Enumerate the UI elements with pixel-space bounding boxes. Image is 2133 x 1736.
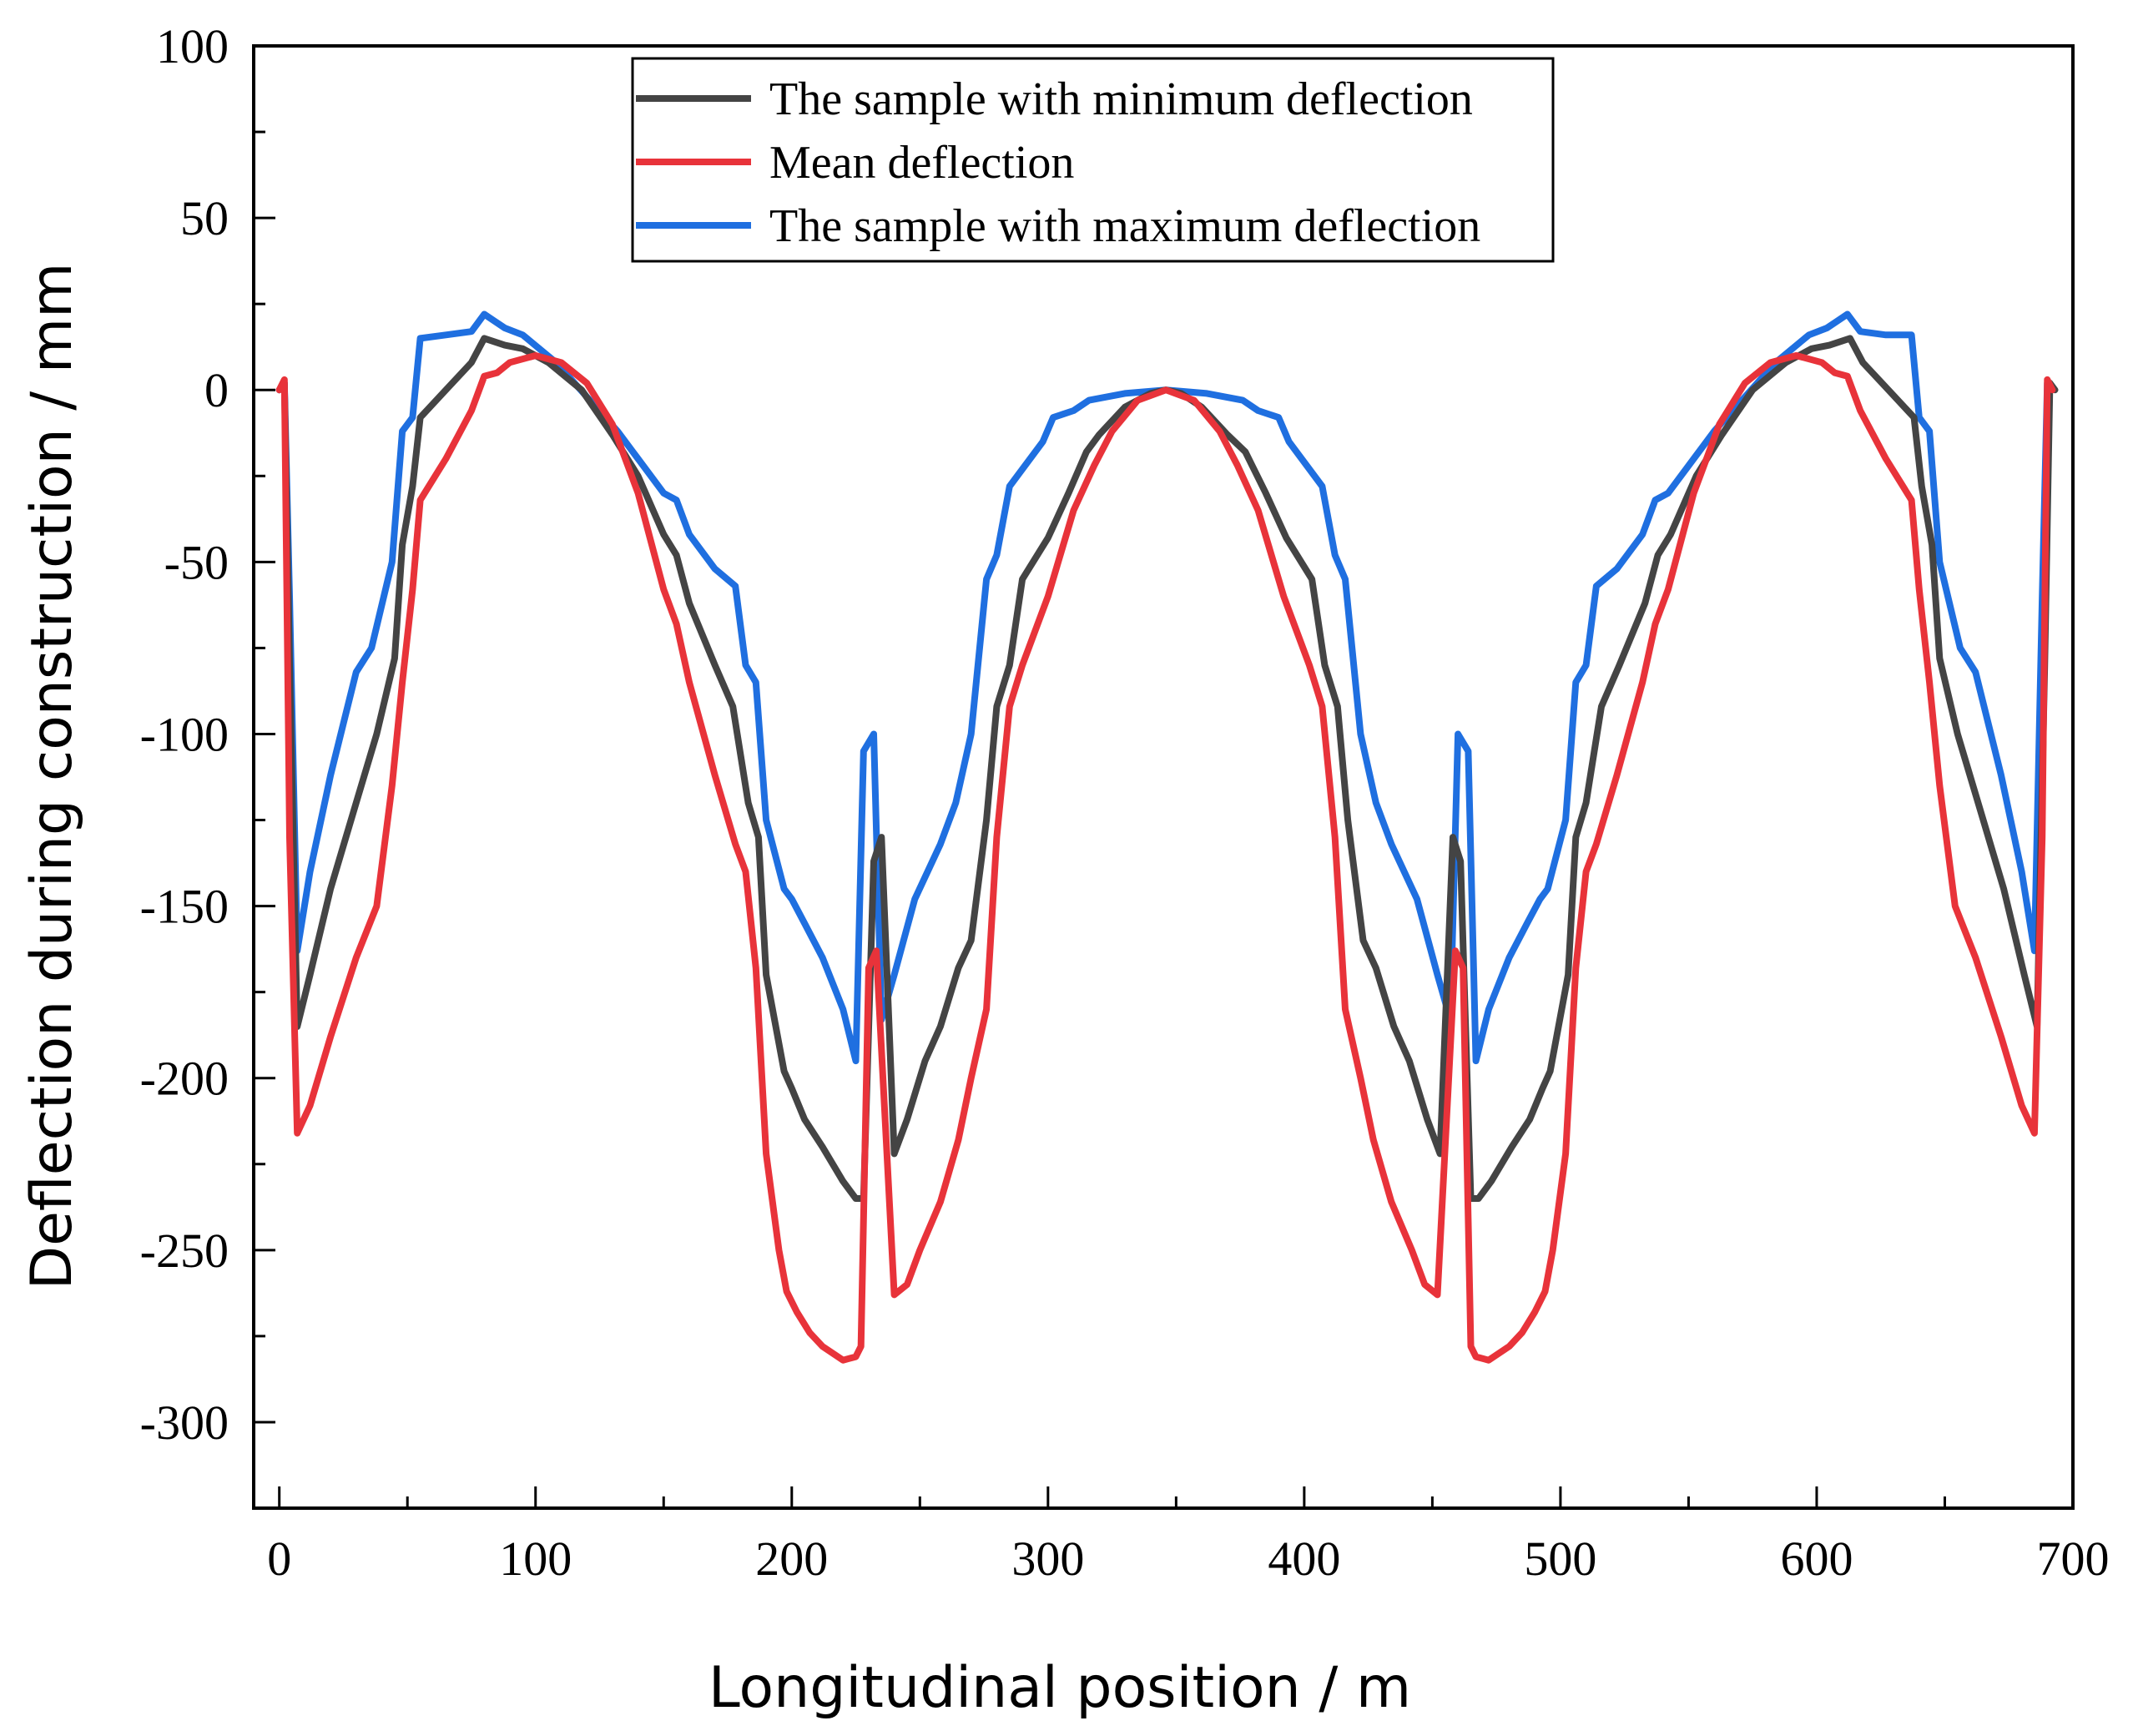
axis-ticks [254, 44, 2075, 1508]
x-tick-label: 300 [1011, 1532, 1084, 1586]
y-tick-label: 50 [180, 191, 229, 245]
y-tick-label: -100 [140, 707, 229, 761]
x-tick-label: 700 [2037, 1532, 2110, 1586]
series-line-mean-deflection [275, 352, 2056, 1364]
x-tick-label: 200 [755, 1532, 828, 1586]
legend-label-mean: Mean deflection [769, 137, 1074, 189]
y-tick-label: 100 [156, 19, 229, 73]
series-line-max-deflection [275, 310, 2056, 1065]
y-tick-label: 0 [204, 363, 229, 417]
x-tick-label: 400 [1268, 1532, 1340, 1586]
legend-label-max: The sample with maximum deflection [769, 200, 1480, 252]
series-lines [275, 310, 2059, 1364]
series-line-min-deflection [275, 335, 2059, 1202]
x-tick-label: 600 [1780, 1532, 1853, 1586]
y-tick-label: -250 [140, 1224, 229, 1278]
legend-box [631, 57, 1555, 263]
legend: The sample with minimum deflection Mean … [631, 57, 1555, 263]
x-axis-title: Longitudinal position / m [708, 1655, 1411, 1721]
tick-labels: 0 100 200 300 400 500 600 700100500-50-100-150-… [140, 19, 2110, 1586]
y-axis-title: Deflection during construction / mm [19, 263, 85, 1290]
y-tick-label: -50 [164, 535, 229, 589]
y-tick-label: -200 [140, 1052, 229, 1106]
x-tick-label: 500 [1524, 1532, 1596, 1586]
y-tick-label: -150 [140, 880, 229, 934]
y-tick-label: -300 [140, 1395, 229, 1450]
x-tick-label: 0 [267, 1532, 291, 1586]
x-tick-label: 100 [499, 1532, 572, 1586]
legend-label-min: The sample with minimum deflection [769, 73, 1473, 125]
plot-frame [252, 44, 2075, 1510]
